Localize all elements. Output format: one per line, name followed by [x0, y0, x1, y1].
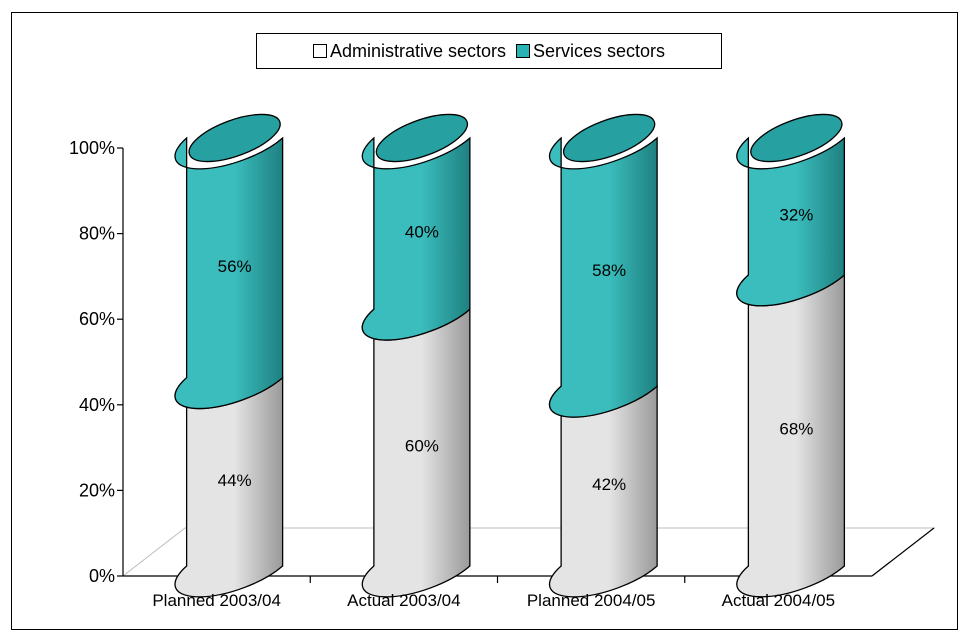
y-tick-label: 100%: [69, 138, 115, 158]
bar-segment-services: [174, 136, 284, 410]
cylinder-top-cap: [188, 113, 281, 163]
floor-edge-right: [871, 527, 935, 577]
bar-segment-services: [548, 136, 658, 418]
data-label: 56%: [218, 257, 252, 276]
bar-segment-services: [361, 136, 471, 341]
x-category-label: Actual 2004/05: [722, 591, 835, 610]
data-label: 32%: [779, 205, 813, 224]
data-label: 40%: [405, 223, 439, 242]
y-tick-label: 20%: [79, 480, 115, 500]
data-label: 60%: [405, 437, 439, 456]
cylinder-top-cap: [750, 113, 843, 163]
x-category-label: Actual 2003/04: [347, 591, 460, 610]
x-category-label: Planned 2004/05: [527, 591, 656, 610]
legend-label-services: Services sectors: [533, 40, 666, 61]
cylinder-bar: 42% 58%: [548, 113, 658, 598]
chart-legend: Administrative sectors Services sectors: [256, 33, 722, 69]
legend-swatch-administrative: [312, 44, 327, 58]
x-category-label: Planned 2003/04: [152, 591, 281, 610]
y-tick-label: 60%: [79, 309, 115, 329]
data-label: 44%: [218, 471, 252, 490]
y-tick-label: 40%: [79, 395, 115, 415]
cylinder-bar: 68% 32%: [736, 113, 846, 598]
bar-segment-services: [736, 136, 846, 307]
data-label: 42%: [592, 475, 626, 494]
data-label: 58%: [592, 261, 626, 280]
legend-label-administrative: Administrative sectors: [329, 40, 506, 61]
data-label: 68%: [779, 419, 813, 438]
legend-item-services: Services sectors: [516, 41, 665, 62]
y-tick-label: 0%: [89, 566, 115, 586]
cylinder-top-cap: [375, 113, 469, 163]
cylinder-top-cap: [562, 113, 656, 163]
legend-item-administrative: Administrative sectors: [312, 40, 506, 62]
cylinder-bar: 60% 40%: [361, 113, 471, 598]
cylinder-bar: 44% 56%: [174, 113, 284, 598]
legend-swatch-services: [516, 44, 530, 58]
y-tick-label: 80%: [79, 224, 115, 244]
